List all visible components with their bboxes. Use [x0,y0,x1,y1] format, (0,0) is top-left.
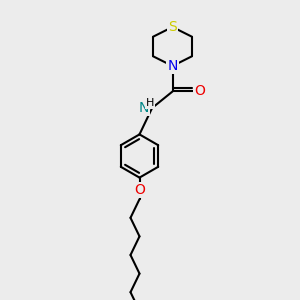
Text: O: O [134,183,145,197]
Text: O: O [194,85,205,98]
Text: N: N [139,101,149,115]
Text: N: N [167,59,178,73]
Text: H: H [146,98,154,108]
Text: S: S [168,20,177,34]
